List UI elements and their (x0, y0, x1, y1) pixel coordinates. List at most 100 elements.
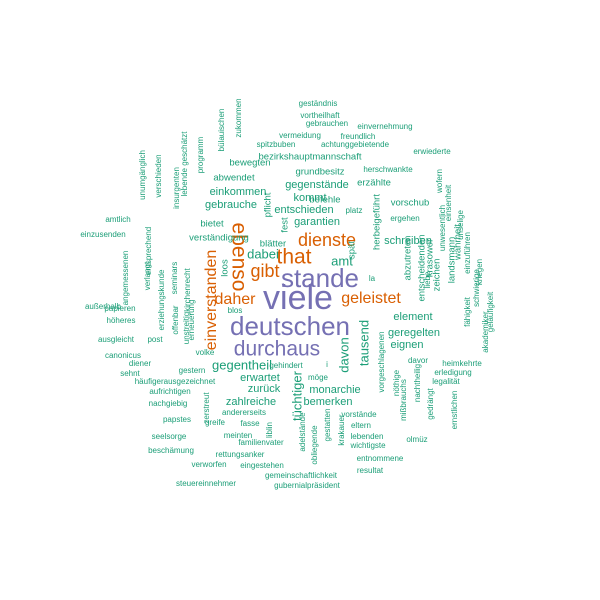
word-133: eltern (351, 421, 371, 430)
word-41: herbeigeführt (372, 194, 383, 250)
word-46: blätter (260, 239, 286, 250)
word-110: zerstreut (202, 392, 211, 424)
word-109: papstes (163, 415, 191, 424)
word-18: kommt (294, 192, 327, 204)
word-64: akademiker (481, 311, 490, 353)
word-34: grundbesitz (295, 167, 344, 178)
word-43: ergehen (390, 214, 419, 223)
word-8: einverstanden (203, 250, 220, 351)
word-92: kirchenrecht (183, 267, 192, 311)
word-26: monarchie (309, 384, 360, 396)
word-33: erzählte (357, 178, 391, 189)
word-137: resultat (357, 466, 384, 475)
word-80: programm (196, 136, 205, 173)
word-16: tüchtiger (289, 370, 304, 421)
word-128: krakauer (337, 414, 346, 445)
word-6: gibt (250, 261, 279, 281)
word-75: freundlich (341, 132, 376, 141)
word-55: zeichen (432, 259, 443, 292)
word-148: ernstlichen (450, 391, 459, 430)
word-72: gebrauchen (306, 119, 348, 128)
word-30: eignen (390, 339, 423, 351)
word-83: verschieden (154, 154, 163, 197)
word-113: verworfen (191, 460, 226, 469)
word-94: unstreitig (182, 312, 191, 344)
word-111: seelsorge (152, 432, 187, 441)
word-14: davon (336, 337, 351, 372)
word-131: i (326, 360, 328, 369)
word-104: sehnt (120, 369, 140, 378)
word-60: unselige (456, 210, 465, 240)
word-39: fest (280, 217, 291, 233)
word-115: andererseits (222, 408, 266, 417)
word-74: vermeidung (279, 131, 321, 140)
word-32: vorschub (391, 198, 430, 209)
word-123: gubernialpräsident (274, 481, 341, 490)
word-127: gestatten (323, 409, 332, 442)
word-69: herschwankte (363, 165, 413, 174)
word-12: amt (331, 253, 353, 268)
word-126: obliegende (310, 425, 319, 465)
word-91: seminars (170, 262, 179, 294)
word-79: zukommen (234, 98, 243, 137)
word-20: gegenstände (285, 179, 349, 191)
word-70: geständnis (299, 99, 338, 108)
word-106: häufigerausgezeichnet (135, 377, 216, 386)
word-35: bezirkshauptmannschaft (259, 152, 362, 163)
word-21: einkommen (210, 186, 267, 198)
word-0: viele (263, 279, 333, 317)
word-22: gebrauche (205, 199, 257, 211)
word-86: einzusenden (80, 230, 125, 239)
word-97: papieren (104, 304, 135, 313)
word-139: vorgeschlagenen (377, 332, 386, 393)
word-78: bülauischen (217, 109, 226, 152)
word-90: erziehungskunde (157, 269, 166, 330)
word-1: deutschen (230, 311, 350, 341)
word-42: platz (346, 206, 363, 215)
word-23: zahlreiche (226, 396, 276, 408)
word-81: lebende geschätzt (180, 131, 189, 197)
word-11: gegentheil (212, 357, 272, 372)
word-132: vorstände (341, 410, 377, 419)
word-65: geläufigkeit (486, 291, 495, 332)
word-96: außerhalb (85, 302, 122, 311)
word-27: bemerken (304, 396, 353, 408)
word-108: nachgiebig (149, 399, 188, 408)
word-19: entschieden (274, 204, 333, 216)
word-82: insurgenten (172, 167, 181, 209)
word-24: erwartet (240, 372, 280, 384)
word-141: mißbrauchs (399, 379, 408, 421)
word-36: bewegten (229, 158, 270, 169)
word-49: la (369, 274, 376, 283)
word-57: liebe (423, 271, 432, 288)
word-118: meinten (224, 431, 252, 440)
word-136: entnommene (357, 454, 404, 463)
word-116: greife (205, 418, 226, 427)
word-51: abzutreten (403, 236, 414, 281)
word-101: canonicus (105, 351, 141, 360)
word-146: erledigung (434, 368, 471, 377)
word-138: olmüz (406, 435, 427, 444)
word-87: entsprechend (144, 227, 153, 275)
word-40: befehle (309, 195, 340, 206)
word-140: nöthige (392, 369, 401, 396)
word-48: spät (347, 241, 358, 259)
word-144: davor (408, 356, 428, 365)
word-84: unumgänglich (138, 150, 147, 200)
word-100: post (147, 335, 163, 344)
word-121: eingestehen (240, 461, 284, 470)
word-66: wofern (435, 169, 444, 194)
word-25: zurück (248, 383, 281, 395)
word-102: volke (196, 348, 215, 357)
word-58: unwesentlich (438, 205, 447, 251)
word-28: element (393, 311, 432, 323)
word-45: bietet (200, 219, 224, 230)
word-122: gemeinschaftlichkeit (265, 471, 338, 480)
word-53: krasower (425, 239, 436, 278)
word-63: fähigkeit (463, 296, 472, 327)
word-67: einsenheit (444, 184, 453, 221)
word-50: blos (228, 306, 243, 315)
word-103: diener (129, 359, 152, 368)
word-61: kriegen (475, 259, 484, 285)
